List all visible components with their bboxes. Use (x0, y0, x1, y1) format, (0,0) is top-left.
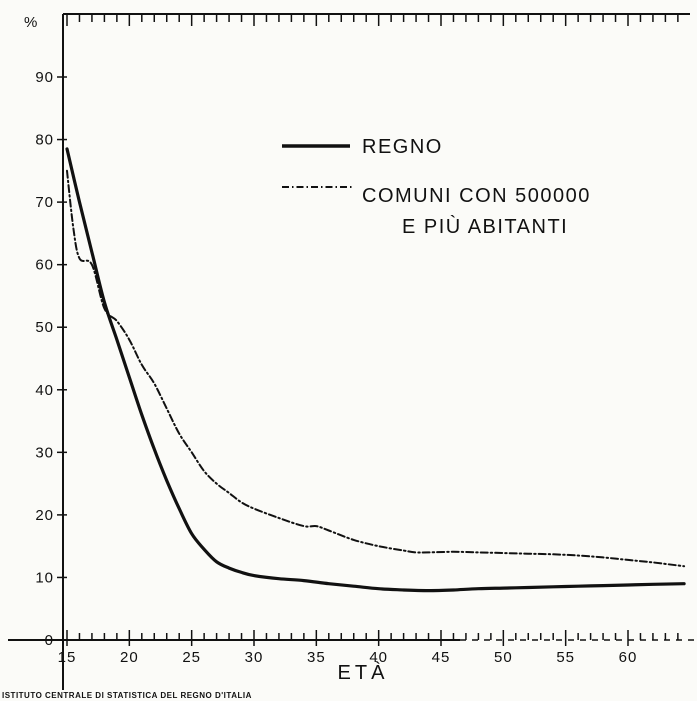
series-lines (65, 147, 686, 593)
y-tick-label: 0 (45, 632, 54, 649)
y-tick-labels: 0 10 20 30 40 50 60 70 80 90 (35, 69, 54, 649)
x-tick-label: 20 (120, 649, 139, 666)
x-tick-label: 50 (494, 649, 513, 666)
x-tick-label: 40 (369, 649, 388, 666)
y-tick-label: 40 (35, 382, 54, 399)
axis-ticks (57, 14, 679, 646)
legend: REGNO COMUNI CON 500000 E PIÙ ABITANTI (282, 136, 591, 238)
x-tick-labels: 15 20 25 30 35 40 45 50 55 60 (58, 649, 638, 666)
x-tick-label: 30 (245, 649, 264, 666)
y-tick-label: 30 (35, 444, 54, 461)
y-tick-label: 70 (35, 194, 54, 211)
x-tick-label: 35 (307, 649, 326, 666)
x-tick-label: 60 (619, 649, 638, 666)
x-tick-label: 55 (556, 649, 575, 666)
plot-frame (8, 13, 697, 690)
x-tick-label: 15 (58, 649, 77, 666)
series-line-comuni (66, 169, 686, 568)
x-axis-title: ETÀ (338, 661, 389, 684)
series-line-regno (65, 147, 686, 593)
x-tick-label: 45 (432, 649, 451, 666)
y-axis-title: % (24, 14, 37, 31)
source-note: ISTITUTO CENTRALE DI STATISTICA DEL REGN… (2, 691, 252, 700)
y-tick-label: 20 (35, 507, 54, 524)
y-tick-label: 90 (35, 69, 54, 86)
legend-label-regno: REGNO (362, 136, 443, 158)
y-tick-label: 50 (35, 319, 54, 336)
legend-label-comuni-line1: COMUNI CON 500000 (362, 185, 591, 207)
y-tick-label: 80 (35, 132, 54, 149)
y-tick-label: 60 (35, 257, 54, 274)
y-tick-label: 10 (35, 569, 54, 586)
legend-label-comuni-line2: E PIÙ ABITANTI (402, 215, 568, 238)
x-tick-label: 25 (182, 649, 201, 666)
